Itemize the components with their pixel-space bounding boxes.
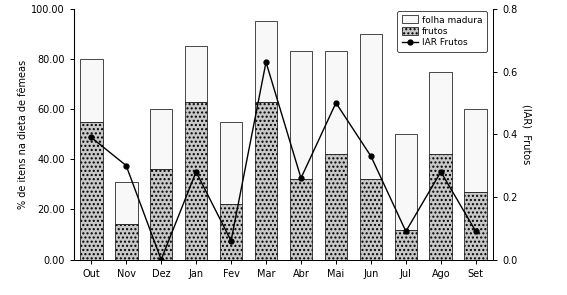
Bar [290, 179, 312, 260]
Bar [185, 47, 208, 101]
Bar [115, 182, 138, 224]
Bar [255, 22, 277, 101]
Bar [359, 179, 382, 260]
Bar [429, 72, 452, 154]
Bar [219, 204, 243, 260]
Bar [324, 52, 348, 154]
Bar [359, 34, 382, 179]
Bar [150, 109, 172, 169]
Y-axis label: (IAR)  Frutos: (IAR) Frutos [522, 104, 532, 164]
Bar [464, 109, 487, 192]
Bar [395, 134, 417, 230]
Bar [80, 122, 103, 260]
Legend: folha madura, frutos, IAR Frutos: folha madura, frutos, IAR Frutos [397, 11, 486, 52]
Bar [395, 230, 417, 260]
Bar [255, 101, 277, 260]
Bar [80, 59, 103, 122]
Bar [115, 224, 138, 260]
Bar [429, 154, 452, 260]
Bar [290, 52, 312, 179]
Bar [185, 101, 208, 260]
Y-axis label: % de itens na dieta de fêmeas: % de itens na dieta de fêmeas [18, 60, 28, 209]
Bar [324, 154, 348, 260]
Bar [464, 192, 487, 260]
Bar [150, 169, 172, 260]
Bar [219, 122, 243, 204]
